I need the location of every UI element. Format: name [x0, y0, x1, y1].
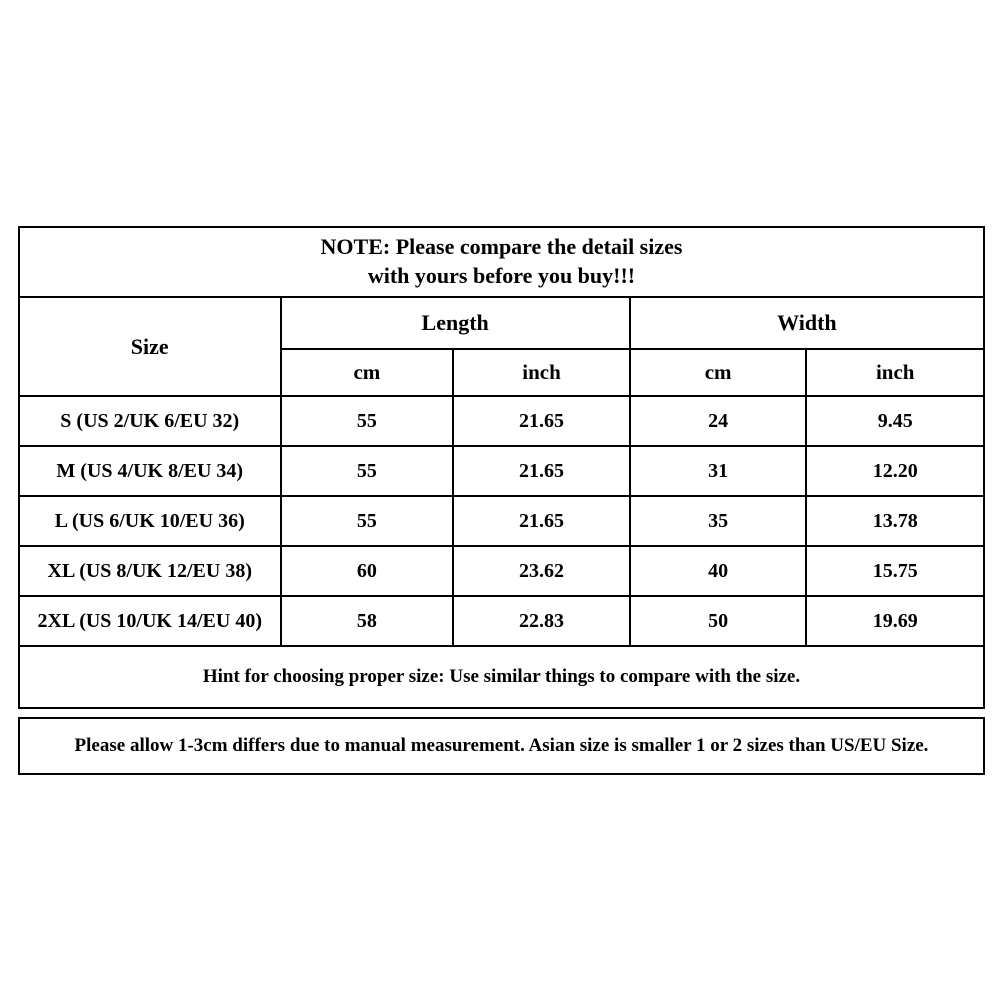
- length-inch-cell: 21.65: [452, 395, 631, 447]
- length-group-header: Length: [279, 296, 631, 350]
- note-line-1: NOTE: Please compare the detail sizes: [320, 234, 683, 260]
- hint-text: Hint for choosing proper size: Use simil…: [18, 645, 985, 709]
- width-cm-header: cm: [628, 348, 808, 397]
- width-cm-cell: 24: [628, 395, 808, 447]
- length-inch-cell: 21.65: [452, 445, 631, 497]
- size-cell: L (US 6/UK 10/EU 36): [18, 495, 282, 547]
- note-row: NOTE: Please compare the detail sizes wi…: [18, 226, 985, 298]
- size-column-header: Size: [18, 296, 282, 397]
- length-cm-cell: 60: [279, 545, 455, 597]
- table-row: 2XL (US 10/UK 14/EU 40) 58 22.83 50 19.6…: [18, 595, 985, 647]
- width-inch-header: inch: [805, 348, 985, 397]
- size-cell: 2XL (US 10/UK 14/EU 40): [18, 595, 282, 647]
- table-row: S (US 2/UK 6/EU 32) 55 21.65 24 9.45: [18, 395, 985, 447]
- length-cm-cell: 55: [279, 445, 455, 497]
- length-cm-cell: 55: [279, 395, 455, 447]
- note-line-2: with yours before you buy!!!: [367, 263, 636, 288]
- length-cm-header: cm: [279, 348, 455, 397]
- disclaimer-text: Please allow 1-3cm differs due to manual…: [74, 735, 929, 756]
- table-row: M (US 4/UK 8/EU 34) 55 21.65 31 12.20: [18, 445, 985, 497]
- length-cm-cell: 58: [279, 595, 455, 647]
- hint-row: Hint for choosing proper size: Use simil…: [18, 645, 985, 709]
- length-inch-header: inch: [452, 348, 631, 397]
- size-cell: M (US 4/UK 8/EU 34): [18, 445, 282, 497]
- width-cm-cell: 31: [628, 445, 808, 497]
- size-cell: XL (US 8/UK 12/EU 38): [18, 545, 282, 597]
- width-inch-cell: 12.20: [805, 445, 985, 497]
- width-group-header: Width: [628, 296, 986, 350]
- width-cm-cell: 40: [628, 545, 808, 597]
- size-table: NOTE: Please compare the detail sizes wi…: [18, 226, 986, 709]
- length-inch-cell: 22.83: [452, 595, 631, 647]
- width-inch-cell: 15.75: [805, 545, 985, 597]
- width-inch-cell: 9.45: [805, 395, 985, 447]
- table-row: XL (US 8/UK 12/EU 38) 60 23.62 40 15.75: [18, 545, 985, 597]
- length-cm-cell: 55: [279, 495, 455, 547]
- width-cm-cell: 50: [628, 595, 808, 647]
- group-header-row: Size Length Width: [18, 296, 986, 397]
- width-inch-cell: 19.69: [805, 595, 985, 647]
- note-header: NOTE: Please compare the detail sizes wi…: [18, 226, 985, 298]
- size-chart: NOTE: Please compare the detail sizes wi…: [18, 226, 986, 775]
- width-inch-cell: 13.78: [805, 495, 985, 547]
- unit-header-row: cm inch cm inch: [19, 348, 985, 397]
- disclaimer-box: Please allow 1-3cm differs due to manual…: [18, 717, 985, 775]
- length-inch-cell: 23.62: [452, 545, 631, 597]
- length-inch-cell: 21.65: [452, 495, 631, 547]
- size-cell: S (US 2/UK 6/EU 32): [18, 395, 282, 447]
- table-row: L (US 6/UK 10/EU 36) 55 21.65 35 13.78: [18, 495, 985, 547]
- width-cm-cell: 35: [628, 495, 808, 547]
